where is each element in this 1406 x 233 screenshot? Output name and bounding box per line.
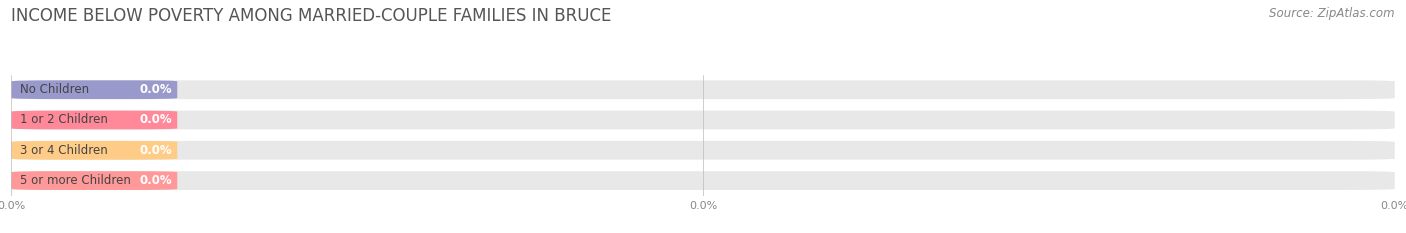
FancyBboxPatch shape (11, 111, 177, 129)
Text: 5 or more Children: 5 or more Children (20, 174, 131, 187)
FancyBboxPatch shape (11, 141, 177, 160)
FancyBboxPatch shape (11, 141, 1395, 160)
Text: 3 or 4 Children: 3 or 4 Children (20, 144, 107, 157)
FancyBboxPatch shape (11, 171, 177, 190)
Text: Source: ZipAtlas.com: Source: ZipAtlas.com (1270, 7, 1395, 20)
Text: 0.0%: 0.0% (139, 144, 172, 157)
Text: No Children: No Children (20, 83, 89, 96)
Text: 0.0%: 0.0% (139, 83, 172, 96)
FancyBboxPatch shape (11, 111, 1395, 129)
Text: INCOME BELOW POVERTY AMONG MARRIED-COUPLE FAMILIES IN BRUCE: INCOME BELOW POVERTY AMONG MARRIED-COUPL… (11, 7, 612, 25)
FancyBboxPatch shape (11, 80, 177, 99)
Text: 1 or 2 Children: 1 or 2 Children (20, 113, 107, 127)
Text: 0.0%: 0.0% (139, 113, 172, 127)
Text: 0.0%: 0.0% (139, 174, 172, 187)
FancyBboxPatch shape (11, 171, 1395, 190)
FancyBboxPatch shape (11, 80, 1395, 99)
